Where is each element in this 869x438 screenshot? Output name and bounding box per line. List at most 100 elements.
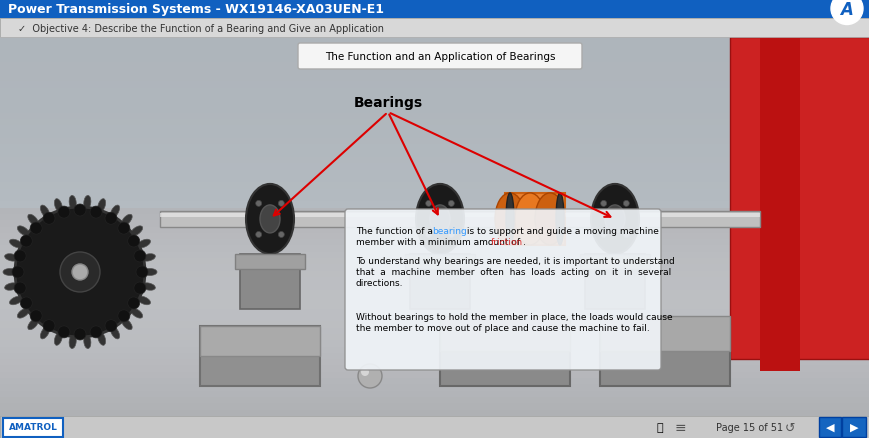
Circle shape — [448, 232, 454, 238]
Bar — [0, 50, 869, 57]
Ellipse shape — [110, 327, 120, 339]
Bar — [0, 145, 869, 152]
Ellipse shape — [97, 199, 105, 213]
Text: .: . — [522, 237, 525, 247]
Bar — [0, 391, 869, 397]
Text: ◀: ◀ — [825, 422, 833, 432]
Bar — [0, 372, 869, 378]
Ellipse shape — [122, 215, 132, 226]
Circle shape — [128, 297, 140, 309]
Text: the member to move out of place and cause the machine to fail.: the member to move out of place and caus… — [355, 323, 649, 332]
Bar — [0, 403, 869, 410]
Text: Without bearings to hold the member in place, the loads would cause: Without bearings to hold the member in p… — [355, 312, 672, 321]
Bar — [0, 227, 869, 233]
Bar — [0, 19, 869, 38]
Bar — [0, 82, 869, 88]
FancyBboxPatch shape — [200, 326, 320, 356]
Circle shape — [134, 251, 146, 262]
Circle shape — [600, 232, 606, 238]
Ellipse shape — [40, 327, 50, 339]
Text: ▶: ▶ — [849, 422, 857, 432]
Ellipse shape — [83, 335, 90, 349]
Bar — [160, 213, 760, 217]
FancyBboxPatch shape — [818, 417, 840, 437]
Bar — [0, 38, 869, 44]
Bar — [0, 183, 869, 189]
Text: bearing: bearing — [432, 226, 466, 236]
Circle shape — [117, 310, 129, 322]
Bar — [0, 334, 869, 340]
Bar — [0, 88, 869, 95]
Bar — [0, 132, 869, 139]
Text: The Function and an Application of Bearings: The Function and an Application of Beari… — [324, 52, 554, 62]
Bar — [0, 309, 869, 315]
Ellipse shape — [69, 196, 76, 210]
Bar — [584, 254, 644, 309]
Bar — [0, 271, 869, 277]
Circle shape — [357, 364, 381, 388]
Circle shape — [278, 201, 284, 207]
Bar — [409, 254, 469, 309]
Circle shape — [425, 232, 431, 238]
Ellipse shape — [4, 283, 18, 290]
Circle shape — [278, 232, 284, 238]
Circle shape — [30, 310, 42, 322]
Circle shape — [90, 326, 102, 338]
Text: 🔊: 🔊 — [656, 422, 662, 432]
Bar — [0, 152, 869, 158]
Circle shape — [600, 201, 606, 207]
Ellipse shape — [429, 205, 449, 233]
Bar — [0, 0, 869, 19]
Circle shape — [74, 328, 86, 340]
Bar — [0, 340, 869, 347]
Ellipse shape — [506, 194, 514, 245]
Bar — [0, 126, 869, 132]
Ellipse shape — [3, 269, 17, 276]
Circle shape — [30, 223, 42, 235]
Bar — [0, 328, 869, 334]
Ellipse shape — [69, 335, 76, 349]
Circle shape — [361, 368, 368, 376]
Ellipse shape — [137, 240, 150, 248]
FancyBboxPatch shape — [600, 316, 729, 351]
Text: To understand why bearings are needed, it is important to understand: To understand why bearings are needed, i… — [355, 256, 674, 265]
Bar — [0, 158, 869, 164]
Ellipse shape — [28, 215, 38, 226]
FancyBboxPatch shape — [200, 326, 320, 386]
Bar — [405, 254, 474, 269]
Bar — [0, 416, 869, 438]
Bar — [0, 385, 869, 391]
Circle shape — [105, 213, 116, 225]
Bar — [0, 189, 869, 195]
Circle shape — [90, 207, 102, 219]
Text: member with a minimum amount of: member with a minimum amount of — [355, 237, 522, 247]
FancyBboxPatch shape — [298, 44, 581, 70]
FancyBboxPatch shape — [600, 326, 729, 386]
Circle shape — [448, 201, 454, 207]
Bar — [0, 120, 869, 126]
Bar — [0, 70, 869, 76]
Bar — [0, 221, 869, 227]
FancyBboxPatch shape — [841, 417, 865, 437]
Circle shape — [105, 320, 116, 332]
Circle shape — [830, 0, 862, 25]
Bar — [0, 246, 869, 252]
Text: that  a  machine  member  often  has  loads  acting  on  it  in  several: that a machine member often has loads ac… — [355, 267, 671, 276]
Text: Page 15 of 51: Page 15 of 51 — [715, 422, 783, 432]
Ellipse shape — [142, 254, 156, 261]
Circle shape — [255, 232, 262, 238]
Bar — [0, 397, 869, 403]
Bar — [0, 347, 869, 353]
Ellipse shape — [130, 226, 143, 236]
FancyBboxPatch shape — [440, 326, 569, 386]
Ellipse shape — [122, 318, 132, 330]
Bar — [0, 258, 869, 265]
Bar — [0, 366, 869, 372]
Ellipse shape — [514, 194, 544, 245]
Bar — [0, 303, 869, 309]
Bar — [0, 170, 869, 177]
Bar — [0, 277, 869, 284]
Bar — [0, 410, 869, 416]
FancyBboxPatch shape — [440, 316, 569, 351]
Ellipse shape — [130, 308, 143, 318]
